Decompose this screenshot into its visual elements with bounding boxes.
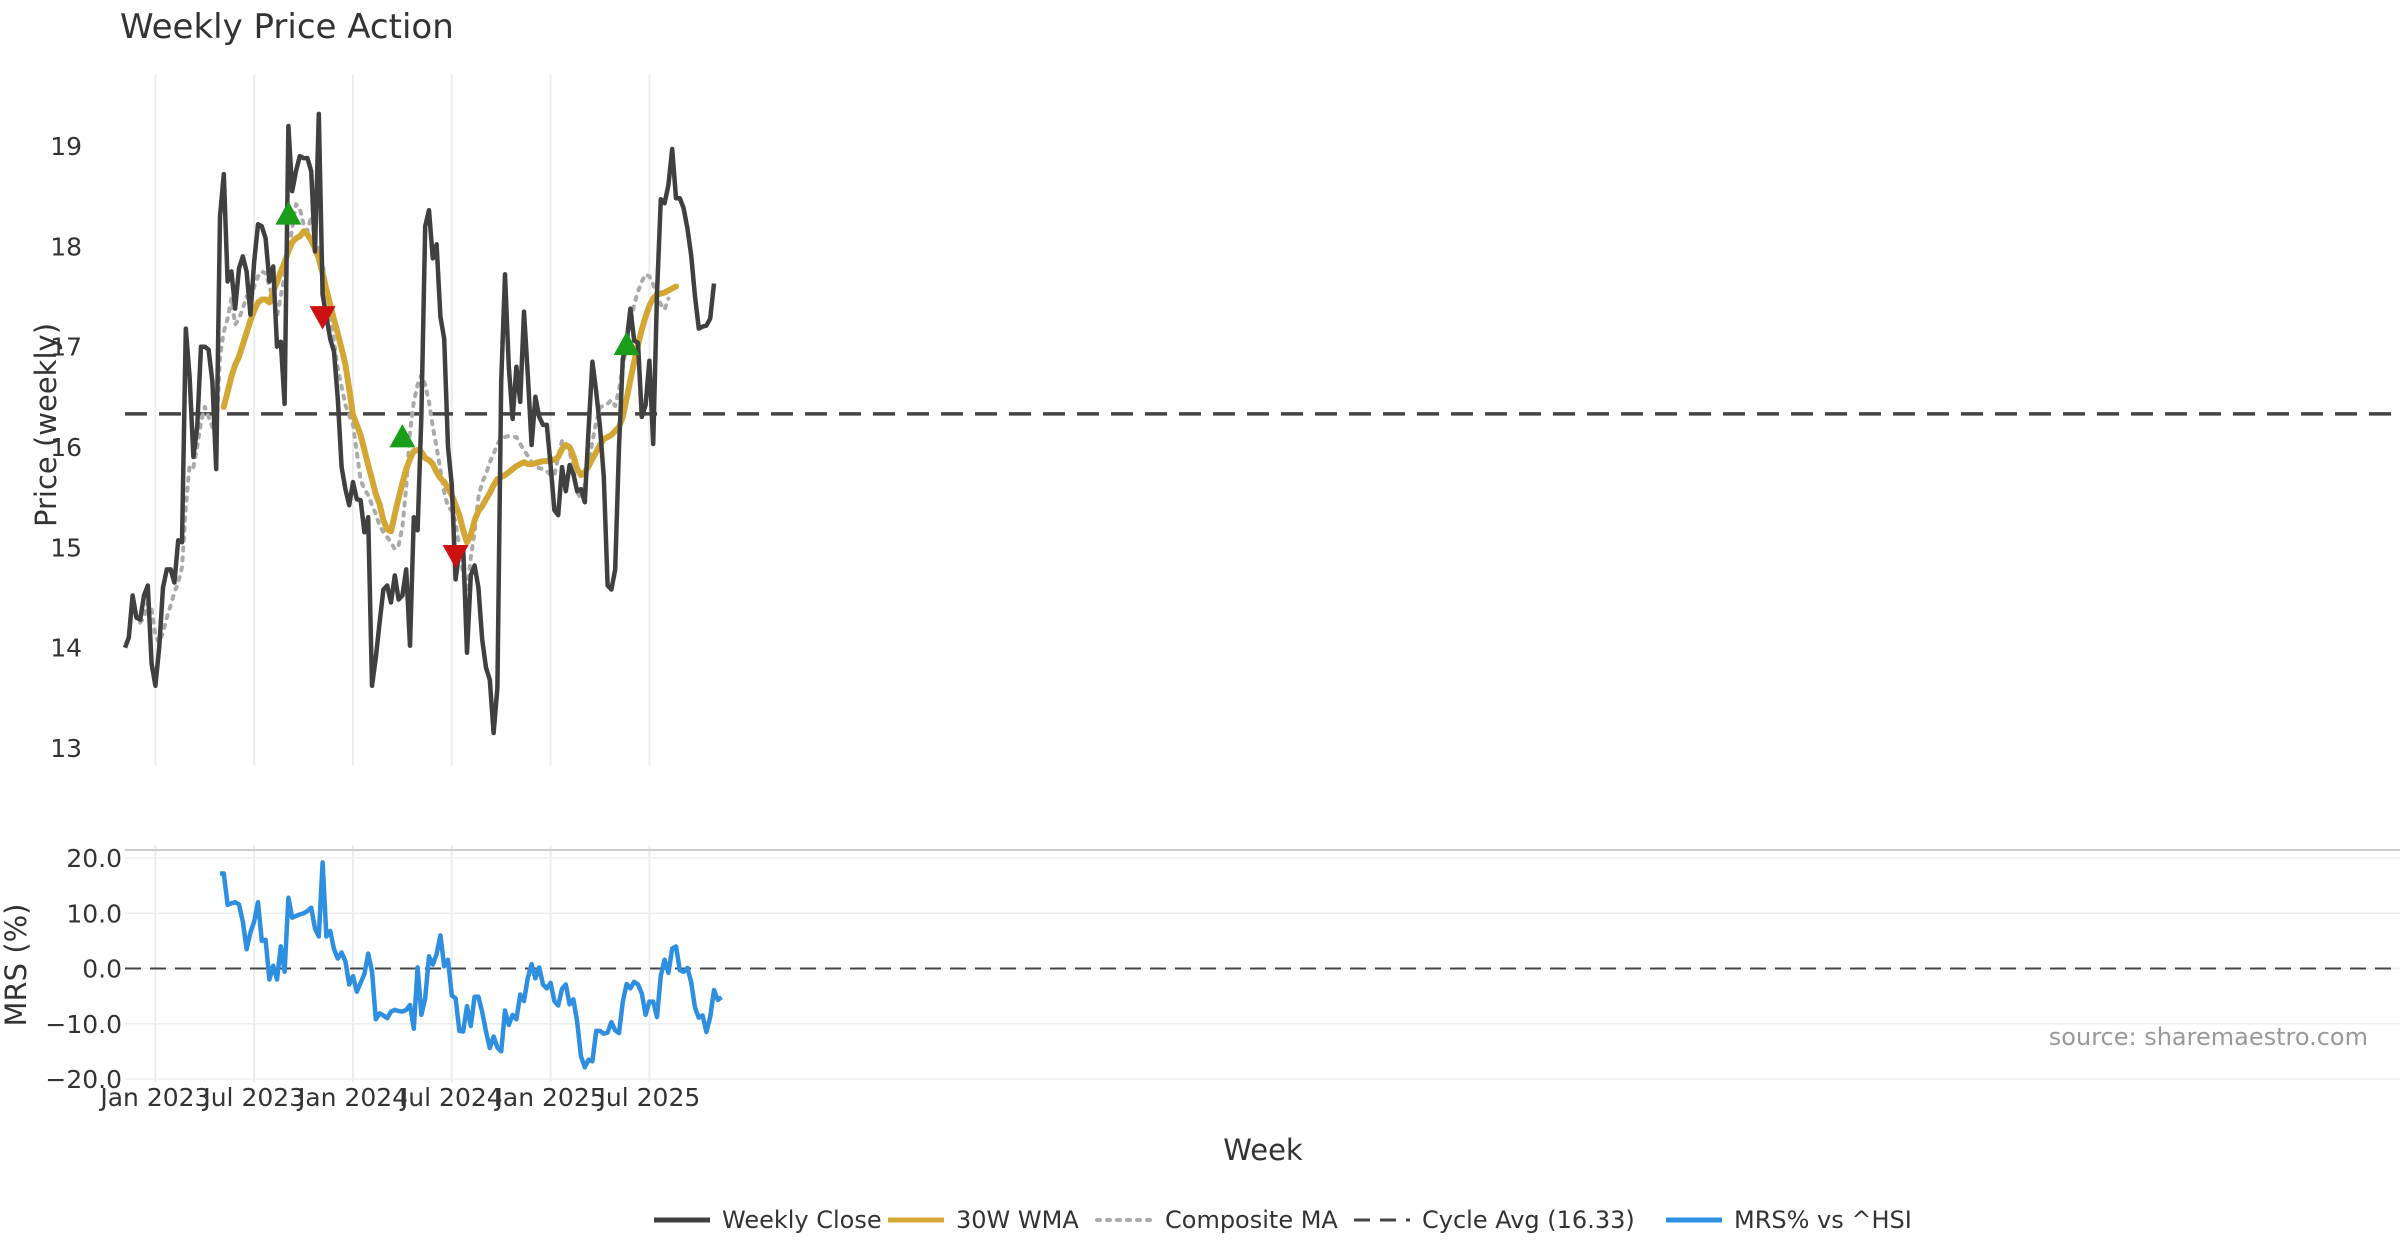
buy-signal-marker <box>389 423 416 448</box>
price-y-tick-label: 14 <box>50 634 82 663</box>
legend-label: MRS% vs ^HSI <box>1734 1206 1912 1234</box>
chart-title: Weekly Price Action <box>120 7 454 47</box>
legend-label: 30W WMA <box>956 1206 1079 1234</box>
mrs-y-tick-label: 20.0 <box>66 844 122 873</box>
sell-signal-marker <box>309 306 336 330</box>
mrs-y-ticks: −20.0 −10.0 0.0 10.0 20.0 <box>45 844 122 1094</box>
mrs-y-tick-label: −20.0 <box>45 1065 122 1094</box>
price-y-tick-label: 18 <box>50 232 82 261</box>
x-axis-label: Week <box>1223 1133 1303 1167</box>
wma-30w-series <box>220 228 679 546</box>
source-annotation: source: sharemaestro.com <box>2049 1023 2368 1051</box>
mrs-y-tick-label: 0.0 <box>82 955 122 984</box>
buy-signal-marker <box>613 331 640 356</box>
legend-label: Weekly Close <box>722 1206 882 1234</box>
price-y-tick-label: 15 <box>50 533 82 562</box>
legend-label: Composite MA <box>1165 1206 1338 1234</box>
composite-ma-series <box>138 202 671 645</box>
weekly-close-series <box>122 111 717 736</box>
mrs-y-tick-label: −10.0 <box>45 1010 122 1039</box>
legend-label: Cycle Avg (16.33) <box>1422 1206 1635 1234</box>
signal-markers <box>275 201 640 569</box>
price-y-axis-label: Price (weekly) <box>29 323 63 527</box>
price-y-tick-label: 17 <box>50 333 82 362</box>
x-tick-label: Jul 2025 <box>597 1083 701 1112</box>
mrs-y-tick-label: 10.0 <box>66 899 122 928</box>
mrs-series <box>220 860 723 1070</box>
x-tick-label: Jan 2024 <box>296 1083 408 1112</box>
x-tick-label: Jan 2023 <box>98 1083 210 1112</box>
price-y-ticks: 13 14 15 16 17 18 19 <box>50 132 82 763</box>
legend: Weekly Close 30W WMA Composite MA Cycle Avg… <box>654 1206 1912 1234</box>
price-y-tick-label: 19 <box>50 132 82 161</box>
x-tick-label: Jul 2023 <box>201 1083 305 1112</box>
mrs-y-axis-label: MRS (%) <box>0 904 33 1027</box>
x-tick-label: Jan 2025 <box>494 1083 606 1112</box>
buy-signal-marker <box>275 201 302 225</box>
price-grid <box>154 75 651 765</box>
sell-signal-marker <box>442 544 469 569</box>
price-y-tick-label: 16 <box>50 433 82 462</box>
price-y-tick-label: 13 <box>50 734 82 763</box>
x-tick-label: Jul 2024 <box>399 1083 503 1112</box>
